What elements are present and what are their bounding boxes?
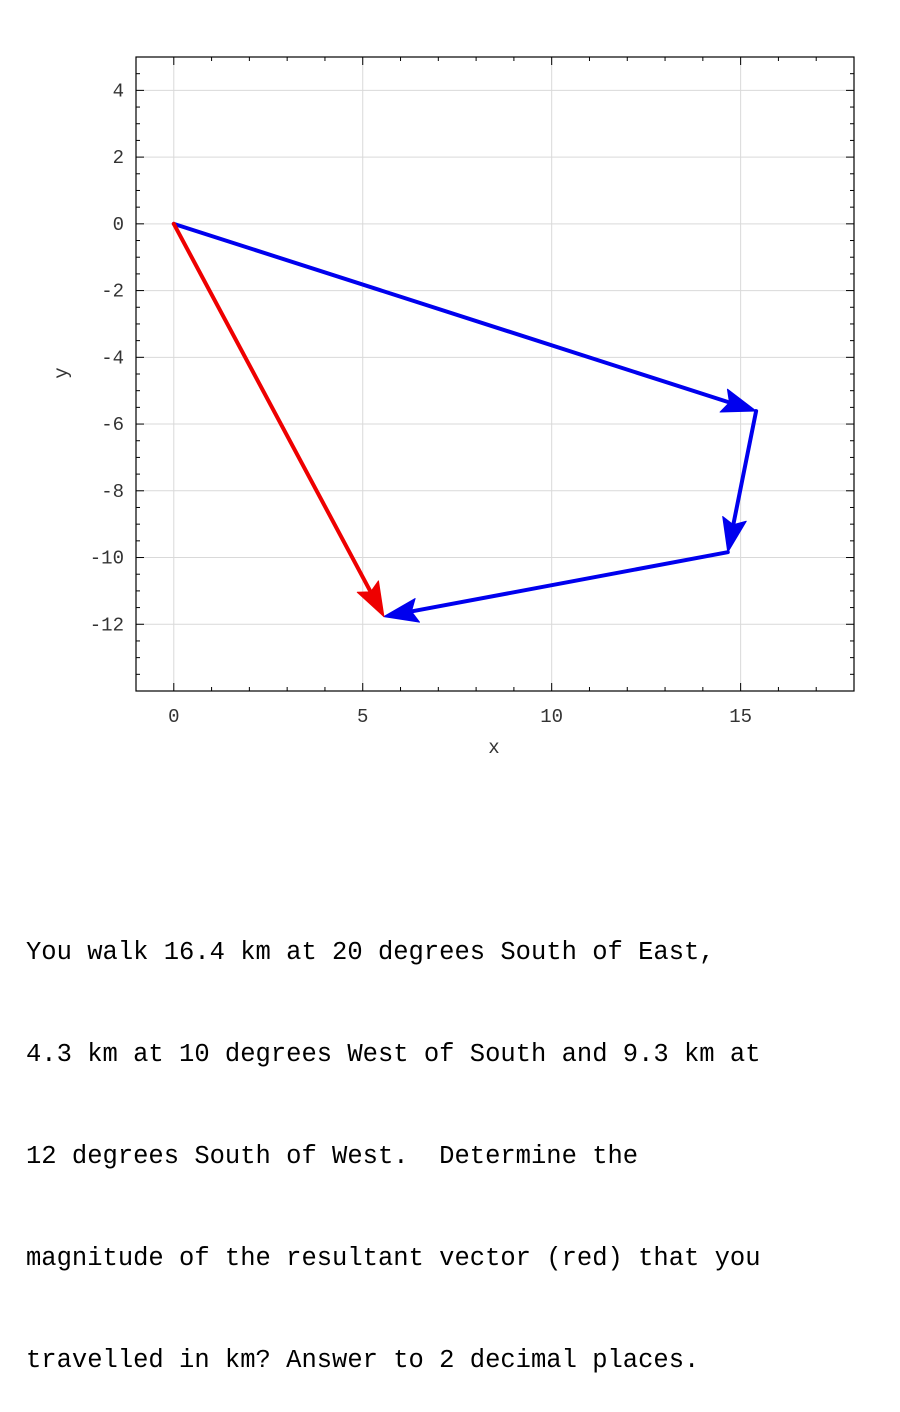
x-tick-label: 0 (168, 706, 179, 728)
question-line: magnitude of the resultant vector (red) … (26, 1244, 761, 1273)
x-tick-label: 5 (357, 706, 368, 728)
y-tick-label: -2 (101, 281, 124, 303)
displacement-vector-shaft (411, 550, 730, 614)
displacement-vector-arrowhead (719, 388, 757, 413)
y-tick-label: 0 (113, 214, 124, 236)
x-tick-label: 10 (540, 706, 563, 728)
plot-frame (135, 56, 855, 692)
y-tick-label: -10 (90, 548, 124, 570)
x-tick-label: 15 (729, 706, 752, 728)
y-tick-label: -12 (90, 614, 124, 636)
vector-chart: 0 5 10 15 4 2 0 -2 -4 -6 -8 -10 -12 x y (51, 56, 855, 759)
y-tick-label: 2 (113, 147, 124, 169)
question-text: You walk 16.4 km at 20 degrees South of … (26, 868, 886, 1412)
displacement-vector-shaft (731, 409, 759, 525)
displacement-vector-shaft (171, 221, 730, 404)
major-ticks (136, 57, 854, 691)
question-line: 4.3 km at 10 degrees West of South and 9… (26, 1040, 761, 1069)
grid-lines (136, 57, 854, 691)
y-tick-label: -6 (101, 414, 124, 436)
y-tick-label: 4 (113, 80, 124, 102)
x-tick-labels: 0 5 10 15 (168, 706, 752, 728)
y-axis-label: y (51, 367, 73, 378)
vectors (171, 221, 759, 623)
displacement-vector-arrowhead (383, 598, 421, 623)
x-axis-label: x (488, 737, 499, 759)
y-tick-label: -4 (101, 347, 124, 369)
question-line: You walk 16.4 km at 20 degrees South of … (26, 938, 715, 967)
y-tick-label: -8 (101, 481, 124, 503)
question-line: 12 degrees South of West. Determine the (26, 1142, 639, 1171)
displacement-vector-arrowhead (722, 515, 747, 553)
y-tick-labels: 4 2 0 -2 -4 -6 -8 -10 -12 (90, 80, 124, 636)
question-line: travelled in km? Answer to 2 decimal pla… (26, 1346, 700, 1375)
resultant-vector-arrowhead (356, 580, 385, 618)
resultant-vector-shaft (171, 221, 372, 593)
